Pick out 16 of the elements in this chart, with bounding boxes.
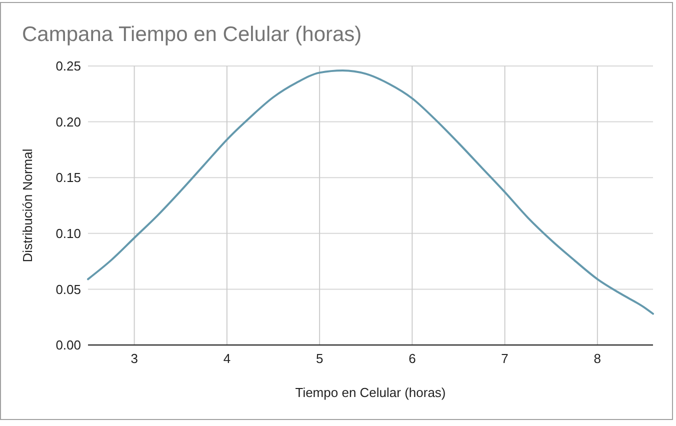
y-tick-label: 0.00 [56,338,81,353]
line-series [87,69,654,315]
x-tick-label: 8 [594,351,602,366]
x-tick-label: 6 [408,351,416,366]
y-axis-title: Distribución Normal [20,148,35,262]
y-tick-label: 0.05 [56,282,81,297]
x-tick-label: 7 [501,351,508,366]
x-tick-label: 4 [223,351,231,366]
y-tick-label: 0.10 [56,226,81,241]
y-tick-label: 0.25 [56,58,81,74]
x-tick-label: 5 [316,351,324,366]
x-tick-label: 3 [130,351,138,366]
y-tick-label: 0.20 [56,114,81,130]
x-axis-title: Tiempo en Celular (horas) [295,385,446,400]
y-tick-label: 0.15 [56,170,81,186]
chart-title: Campana Tiempo en Celular (horas) [22,23,362,46]
